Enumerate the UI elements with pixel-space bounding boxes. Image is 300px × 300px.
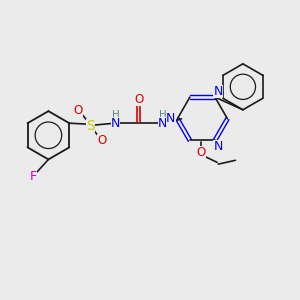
- Text: N: N: [166, 112, 176, 125]
- Text: O: O: [134, 93, 143, 106]
- Text: N: N: [214, 140, 223, 153]
- Text: N: N: [158, 117, 167, 130]
- Text: S: S: [86, 118, 95, 133]
- Text: H: H: [159, 110, 167, 120]
- Text: O: O: [74, 104, 83, 117]
- Text: H: H: [112, 110, 119, 120]
- Text: O: O: [196, 146, 206, 159]
- Text: F: F: [29, 170, 37, 183]
- Text: N: N: [214, 85, 223, 98]
- Text: N: N: [111, 117, 120, 130]
- Text: O: O: [97, 134, 106, 147]
